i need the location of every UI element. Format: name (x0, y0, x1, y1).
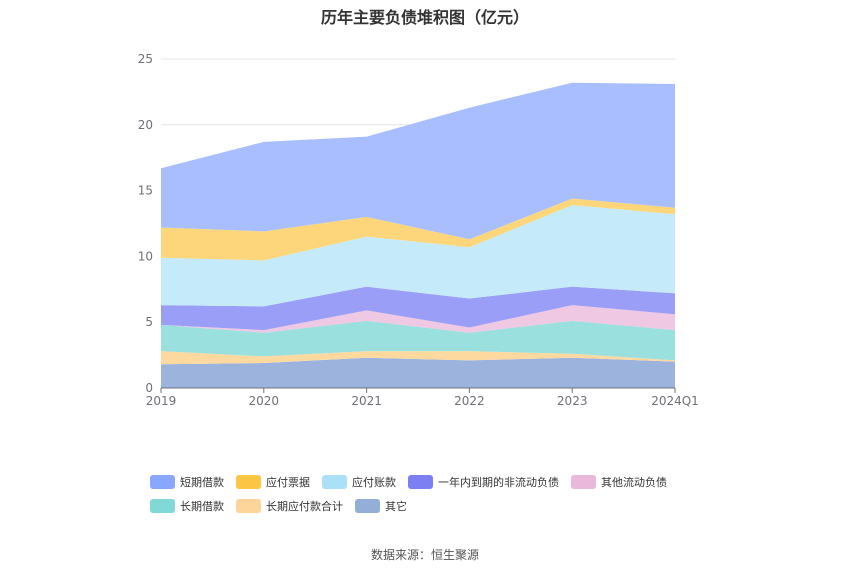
legend-swatch (408, 475, 433, 489)
legend-label: 长期借款 (180, 500, 224, 513)
legend-label: 短期借款 (180, 476, 224, 489)
legend-label: 应付票据 (266, 476, 310, 489)
area-series-group (161, 82, 675, 388)
area-series-0 (161, 357, 675, 388)
legend-item[interactable]: 短期借款 (150, 474, 224, 490)
legend-label: 长期应付款合计 (266, 500, 343, 513)
y-tick-label: 5 (145, 315, 153, 329)
y-tick-label: 15 (138, 184, 153, 198)
area-series-7 (161, 82, 675, 240)
x-tick-label: 2024Q1 (651, 394, 699, 408)
legend-swatch (322, 475, 347, 489)
y-tick-label: 20 (138, 118, 153, 132)
x-tick-label: 2023 (557, 394, 588, 408)
legend-item[interactable]: 应付账款 (322, 474, 396, 490)
legend-swatch (236, 499, 261, 513)
x-tick-label: 2022 (454, 394, 485, 408)
legend-row-1: 短期借款 应付票据 应付账款 一年内到期的非流动负债 其他流动负债 (150, 470, 750, 494)
x-tick-label: 2020 (249, 394, 280, 408)
legend-swatch (150, 499, 175, 513)
legend-item[interactable]: 一年内到期的非流动负债 (408, 474, 559, 490)
area-series-5 (161, 205, 675, 307)
legend: 短期借款 应付票据 应付账款 一年内到期的非流动负债 其他流动负债 长期借款 长期应付款合… (150, 470, 750, 518)
legend-item[interactable]: 其他流动负债 (571, 474, 667, 490)
legend-item[interactable]: 应付票据 (236, 474, 310, 490)
y-tick-label: 25 (138, 52, 153, 66)
x-tick-label: 2021 (351, 394, 382, 408)
area-series-4 (161, 286, 675, 331)
area-series-1 (161, 351, 675, 365)
area-series-6 (161, 198, 675, 261)
y-tick-label: 0 (145, 381, 153, 395)
legend-swatch (236, 475, 261, 489)
legend-label: 应付账款 (352, 476, 396, 489)
legend-item[interactable]: 其它 (355, 498, 407, 514)
legend-label: 一年内到期的非流动负债 (438, 476, 559, 489)
area-series-2 (161, 320, 675, 361)
legend-swatch (355, 499, 380, 513)
legend-item[interactable]: 长期借款 (150, 498, 224, 514)
y-tick-label: 10 (138, 249, 153, 263)
area-series-3 (161, 305, 675, 333)
legend-swatch (571, 475, 596, 489)
stacked-area-chart: 0 5 10 15 20 25 2019 2020 2021 2022 2023 2024Q1 (138, 52, 699, 408)
legend-swatch (150, 475, 175, 489)
data-source-note: 数据来源：恒生聚源 (370, 548, 479, 562)
legend-row-2: 长期借款 长期应付款合计 其它 (150, 494, 750, 518)
chart-title: 历年主要负债堆积图（亿元） (320, 8, 529, 27)
legend-item[interactable]: 长期应付款合计 (236, 498, 343, 514)
legend-label: 其它 (385, 500, 407, 513)
legend-label: 其他流动负债 (601, 476, 667, 489)
axes-group: 0 5 10 15 20 25 2019 2020 2021 2022 2023 2024Q1 (138, 52, 699, 408)
x-tick-label: 2019 (146, 394, 177, 408)
